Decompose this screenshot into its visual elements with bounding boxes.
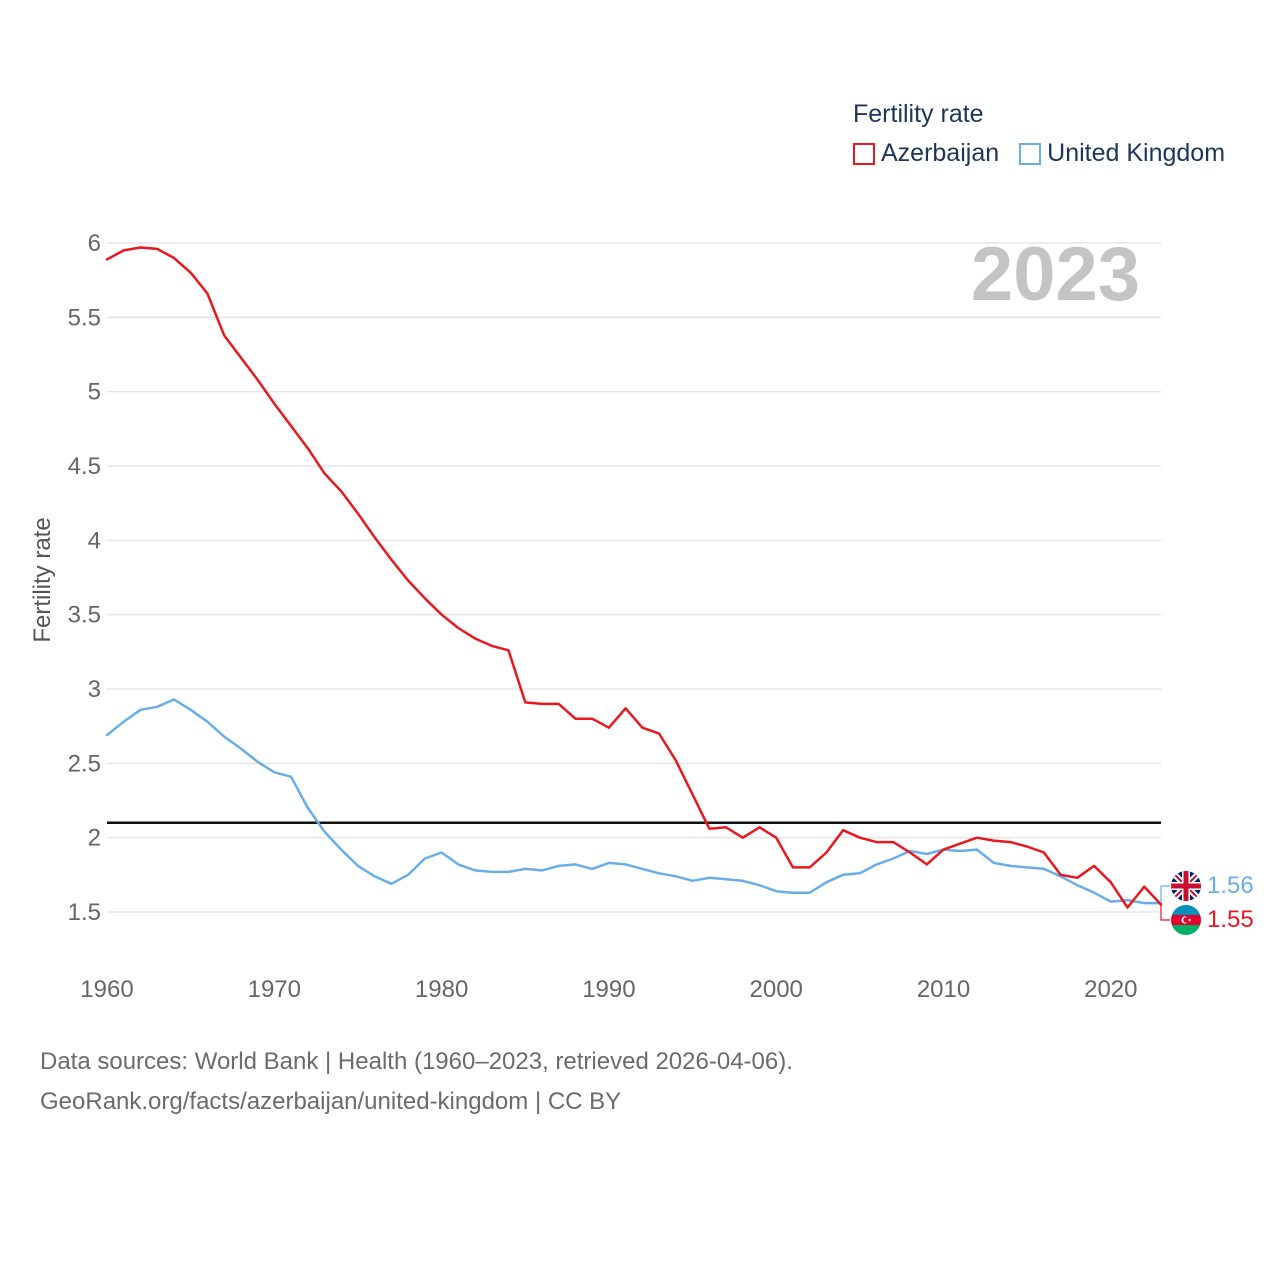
x-tick-label: 1980 <box>415 976 468 1003</box>
x-tick-label: 2000 <box>750 976 803 1003</box>
azerbaijan-flag-icon <box>1171 905 1201 935</box>
legend-title: Fertility rate <box>853 100 984 128</box>
y-tick-label: 5.5 <box>68 304 101 331</box>
x-tick-label: 2020 <box>1084 976 1137 1003</box>
azerbaijan-end-value: 1.55 <box>1207 906 1254 933</box>
y-tick-label: 2 <box>88 825 101 852</box>
legend-item-united-kingdom[interactable]: United Kingdom <box>1019 139 1225 168</box>
legend-swatch-united-kingdom <box>1019 142 1042 165</box>
attribution-link[interactable]: GeoRank.org/facts/azerbaijan/united-king… <box>40 1088 622 1115</box>
y-tick-label: 6 <box>88 230 101 257</box>
connector-united-kingdom <box>1160 885 1170 904</box>
y-axis-tick-labels: 1.5 2 2.5 3 3.5 4 4.5 5 5.5 6 <box>68 230 101 926</box>
connector-azerbaijan <box>1160 904 1170 921</box>
y-tick-label: 4 <box>88 527 101 554</box>
legend-swatch-azerbaijan <box>853 142 875 165</box>
series-lines <box>105 246 1163 909</box>
x-tick-label: 1970 <box>248 976 301 1003</box>
x-tick-label: 2010 <box>917 976 970 1003</box>
legend-label-azerbaijan: Azerbaijan <box>881 139 1000 167</box>
y-tick-label: 3 <box>88 676 101 703</box>
current-year-label: 2023 <box>971 232 1140 317</box>
y-tick-label: 1.5 <box>68 899 101 926</box>
x-tick-label: 1960 <box>80 976 133 1003</box>
end-label-connectors <box>1160 885 1170 921</box>
y-tick-label: 4.5 <box>68 453 101 480</box>
y-tick-label: 5 <box>88 379 101 406</box>
data-source-note: Data sources: World Bank | Health (1960–… <box>40 1048 793 1075</box>
gridlines <box>107 242 1161 913</box>
y-axis-title: Fertility rate <box>29 517 56 642</box>
legend-label-united-kingdom: United Kingdom <box>1047 139 1226 167</box>
united-kingdom-end-value: 1.56 <box>1207 872 1254 899</box>
y-tick-label: 3.5 <box>68 602 101 629</box>
y-tick-label: 2.5 <box>68 750 101 777</box>
legend: Fertility rate Azerbaijan United Kingdom <box>853 100 1245 168</box>
footer: Data sources: World Bank | Health (1960–… <box>40 1042 793 1122</box>
x-axis-tick-labels: 1960 1970 1980 1990 2000 2010 2020 <box>80 976 1137 1003</box>
series-line-azerbaijan <box>105 246 1163 909</box>
united-kingdom-flag-icon <box>1171 871 1201 901</box>
x-tick-label: 1990 <box>582 976 635 1003</box>
series-line-united-kingdom <box>105 698 1163 905</box>
legend-item-azerbaijan[interactable]: Azerbaijan <box>853 139 999 168</box>
